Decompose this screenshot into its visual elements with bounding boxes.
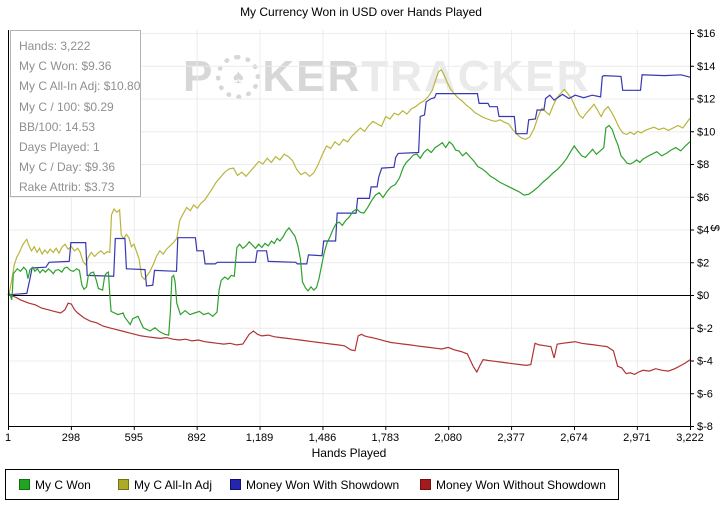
series-line-money-won-with-showdown [7, 74, 691, 296]
poker-chip-icon: ♠ [216, 55, 261, 99]
y-tick-label: $14 [697, 61, 715, 73]
legend-label: My C Won [35, 477, 91, 492]
series-line-my-c-all-in-adj [7, 68, 691, 296]
stat-bb-per-100: BB/100: 14.53 [19, 119, 96, 134]
x-tick-label: 1,486 [309, 432, 337, 444]
session-stats-panel: Hands: 3,222 My C Won: $9.36 My C All-In… [10, 30, 141, 197]
legend-item-all-in-adj: My C All-In Adj [118, 470, 212, 499]
watermark-text-left: P [183, 52, 215, 101]
legend-item-without-showdown: Money Won Without Showdown [420, 470, 606, 499]
x-tick-label: 2,971 [623, 432, 651, 444]
y-tick-label: $8 [697, 159, 709, 171]
y-tick-label: $2 [697, 257, 709, 269]
x-tick-label: 1 [5, 432, 11, 444]
x-tick-label: 1,783 [372, 432, 400, 444]
legend-item-my-c-won: My C Won [19, 470, 91, 499]
pokertracker-watermark: P ♠ KER TRACKER [183, 52, 591, 101]
x-tick-label: 892 [187, 432, 205, 444]
watermark-text-mid: KER [262, 52, 362, 101]
y-tick-label: $-2 [697, 323, 713, 335]
spade-icon: ♠ [233, 65, 244, 88]
stat-days-played: Days Played: 1 [19, 140, 100, 155]
x-tick-label: 3,222 [676, 432, 704, 444]
legend-label: My C All-In Adj [134, 477, 213, 492]
y-tick-label: $16 [697, 28, 715, 40]
stat-all-in-adj: My C All-In Adj: $10.80 [19, 79, 141, 94]
y-tick-label: $12 [697, 94, 715, 106]
legend-swatch-olive [118, 479, 129, 490]
x-tick-label: 2,080 [434, 432, 462, 444]
stat-hands: Hands: 3,222 [19, 39, 91, 53]
stat-my-c-per-100: My C / 100: $0.29 [19, 99, 114, 114]
y-tick-label: $-8 [697, 421, 713, 433]
y-tick-label: $-4 [697, 356, 713, 368]
stat-rake-attrib: Rake Attrib: $3.73 [19, 180, 115, 195]
x-tick-label: 1,189 [246, 432, 274, 444]
x-tick-label: 2,674 [560, 432, 588, 444]
legend-label: Money Won Without Showdown [436, 477, 606, 492]
x-tick-label: 2,377 [497, 432, 525, 444]
y-tick-label: $6 [697, 192, 709, 204]
y-axis-title: $ [708, 225, 722, 232]
stat-my-c-per-day: My C / Day: $9.36 [19, 160, 116, 175]
y-tick-label: $0 [697, 290, 709, 302]
x-tick-label: 595 [125, 432, 143, 444]
y-tick-label: $-6 [697, 388, 713, 400]
legend-swatch-blue [230, 479, 241, 490]
stat-my-c-won: My C Won: $9.36 [19, 59, 112, 74]
y-tick-label: $10 [697, 126, 715, 138]
legend-label: Money Won With Showdown [246, 477, 400, 492]
series-line-money-won-without-showdown [7, 294, 691, 376]
watermark-text-right: TRACKER [361, 52, 591, 101]
y-tick-label: $4 [697, 225, 709, 237]
x-axis-title: Hands Played [312, 446, 387, 460]
chart-title: My Currency Won in USD over Hands Played [240, 5, 482, 19]
legend-swatch-green [19, 479, 30, 490]
legend-item-with-showdown: Money Won With Showdown [230, 470, 399, 499]
chart-legend: My C Won My C All-In Adj Money Won With … [5, 469, 619, 500]
series-line-my-c-won [7, 124, 691, 336]
x-tick-label: 298 [62, 432, 80, 444]
legend-swatch-red [420, 479, 431, 490]
